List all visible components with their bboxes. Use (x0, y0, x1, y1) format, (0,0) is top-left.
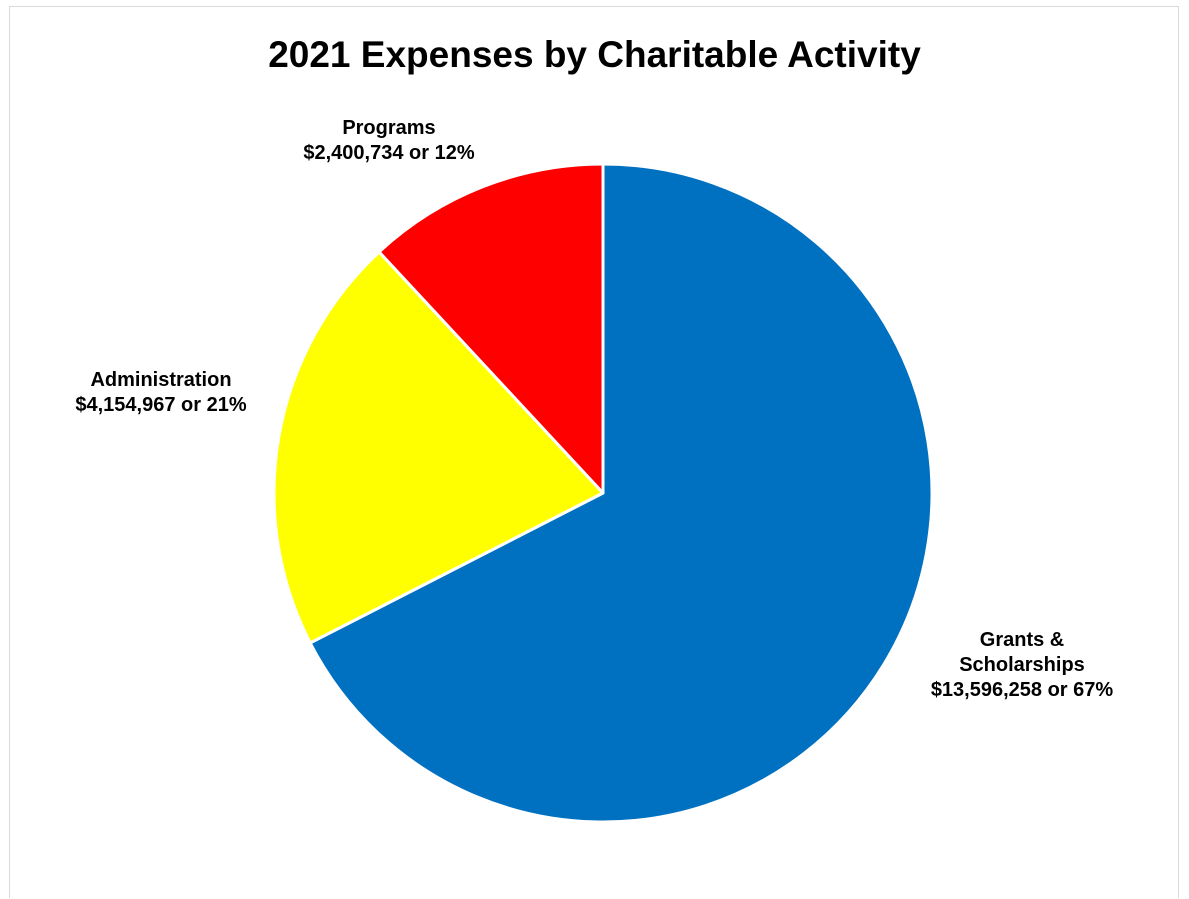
data-label-line: Programs (342, 117, 435, 139)
pie-slice-grants-scholarships[interactable] (308, 162, 934, 824)
data-label-administration: Administration $4,154,967 or 21% (75, 369, 246, 416)
pie-slice-administration[interactable] (272, 250, 605, 645)
data-label-line: $13,596,258 or 67% (931, 679, 1114, 701)
data-label-line: Scholarships (959, 654, 1085, 676)
data-label-line: Administration (90, 369, 231, 391)
pie-slice-programs[interactable] (377, 162, 605, 495)
slice-labels: Grants & Scholarships $13,596,258 or 67% Ad… (75, 117, 1113, 701)
data-label-line: $2,400,734 or 12% (303, 142, 474, 164)
pie-slices (272, 162, 934, 824)
data-label-line: Grants & (980, 629, 1064, 651)
data-label-programs: Programs $2,400,734 or 12% (303, 117, 474, 164)
chart-title: 2021 Expenses by Charitable Activity (268, 34, 921, 75)
data-label-grants-scholarships: Grants & Scholarships $13,596,258 or 67% (931, 629, 1114, 701)
data-label-line: $4,154,967 or 21% (75, 394, 246, 416)
